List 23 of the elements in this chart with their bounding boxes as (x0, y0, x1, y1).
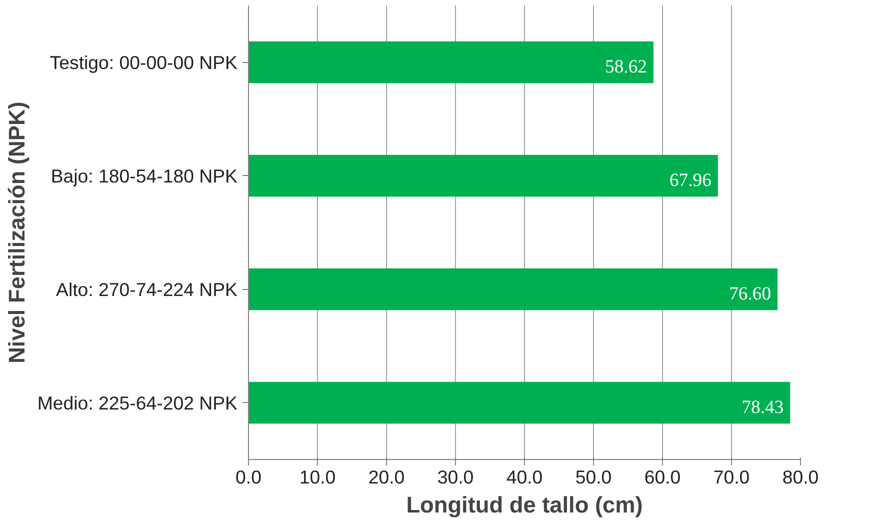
x-tick-label: 80.0 (782, 466, 819, 488)
x-tick-label: 20.0 (368, 466, 405, 488)
bar (248, 382, 790, 424)
y-axis-title: Nivel Fertilización (NPK) (3, 102, 30, 364)
x-axis-title: Longitud de tallo (cm) (406, 492, 643, 518)
x-tick-label: 40.0 (506, 466, 543, 488)
x-tick-label: 70.0 (713, 466, 750, 488)
x-tick-label: 50.0 (575, 466, 612, 488)
bar (248, 154, 718, 197)
x-tick-label: 0.0 (236, 466, 262, 488)
data-label: 76.60 (729, 283, 772, 304)
bar (248, 268, 778, 310)
data-label: 58.62 (605, 56, 647, 78)
x-tick-label: 30.0 (437, 466, 474, 488)
data-label: 78.43 (742, 396, 784, 418)
y-tick-label: Testigo: 00-00-00 NPK (50, 52, 238, 73)
y-tick-label: Alto: 270-74-224 NPK (56, 278, 238, 300)
x-tick-label: 60.0 (644, 466, 681, 488)
bar (248, 41, 654, 84)
data-label: 67.96 (669, 170, 712, 191)
y-tick-label: Medio: 225-64-202 NPK (37, 392, 238, 414)
y-tick-label: Bajo: 180-54-180 NPK (50, 165, 238, 186)
x-tick-label: 10.0 (299, 466, 336, 488)
